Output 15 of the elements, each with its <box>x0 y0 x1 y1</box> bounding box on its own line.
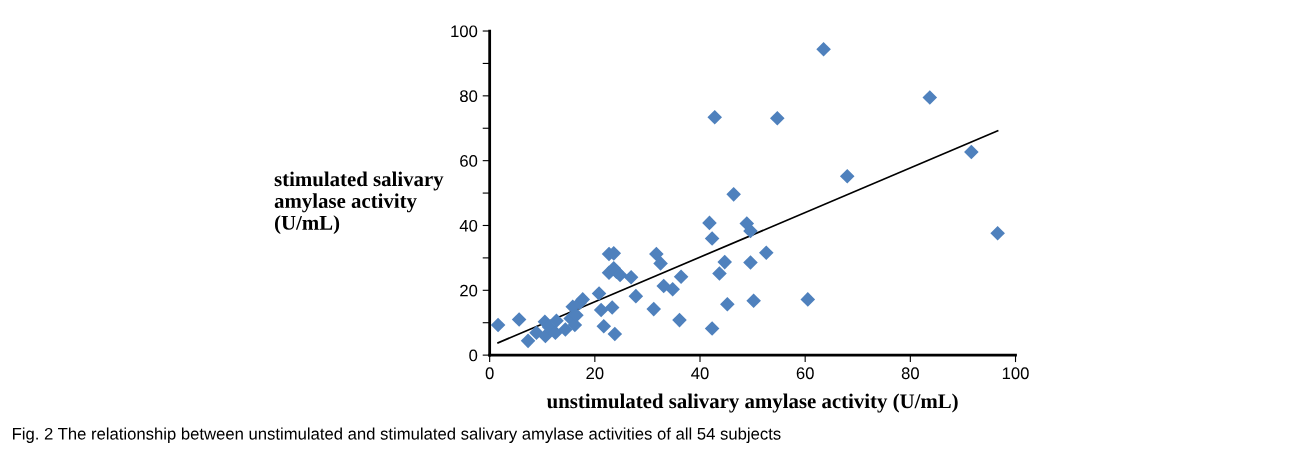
x-tick-label: 100 <box>1002 367 1029 380</box>
x-tick-label: 0 <box>485 367 494 380</box>
x-tick-label: 20 <box>586 367 604 380</box>
x-tick-label: 40 <box>691 367 709 380</box>
x-axis-title: unstimulated salivary amylase activity (U/mL) <box>546 393 958 413</box>
y-tick-label: 20 <box>460 284 478 297</box>
x-tick-label: 80 <box>901 367 919 380</box>
x-tick-label: 60 <box>796 367 814 380</box>
y-tick-label: 80 <box>460 90 478 103</box>
caption: Fig. 2 The relationship between unstimulated and stimulated salivary amylase activities of all 54 subjects <box>13 427 781 443</box>
y-tick-label: 40 <box>459 219 478 232</box>
y-tick-label: 0 <box>469 349 478 362</box>
y-tick-label: 60 <box>460 155 478 167</box>
y-axis-title: stimulated salivary amylase activity (U/mL) <box>274 171 444 235</box>
y-tick-label: 100 <box>451 25 478 38</box>
